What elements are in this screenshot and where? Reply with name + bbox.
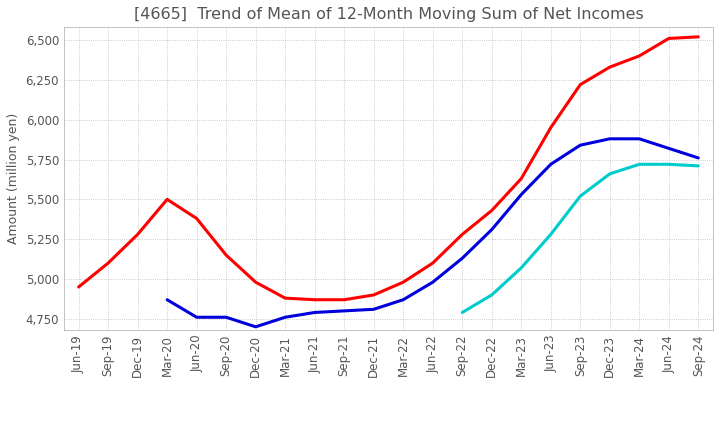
7 Years bbox=[665, 161, 673, 167]
3 Years bbox=[428, 260, 437, 266]
3 Years bbox=[517, 176, 526, 181]
Line: 3 Years: 3 Years bbox=[78, 37, 698, 300]
3 Years bbox=[546, 125, 555, 130]
3 Years bbox=[606, 65, 614, 70]
3 Years bbox=[694, 34, 703, 40]
5 Years bbox=[222, 315, 230, 320]
3 Years bbox=[74, 284, 83, 290]
3 Years bbox=[399, 279, 408, 285]
3 Years bbox=[222, 253, 230, 258]
7 Years bbox=[546, 232, 555, 237]
7 Years bbox=[487, 292, 496, 297]
3 Years bbox=[487, 208, 496, 213]
3 Years bbox=[665, 36, 673, 41]
Line: 7 Years: 7 Years bbox=[462, 164, 698, 312]
Line: 5 Years: 5 Years bbox=[167, 139, 698, 327]
5 Years bbox=[665, 146, 673, 151]
5 Years bbox=[428, 279, 437, 285]
5 Years bbox=[606, 136, 614, 141]
3 Years bbox=[281, 296, 289, 301]
5 Years bbox=[163, 297, 171, 302]
5 Years bbox=[192, 315, 201, 320]
7 Years bbox=[635, 161, 644, 167]
5 Years bbox=[487, 227, 496, 232]
3 Years bbox=[133, 232, 142, 237]
3 Years bbox=[104, 260, 112, 266]
3 Years bbox=[310, 297, 319, 302]
7 Years bbox=[517, 265, 526, 271]
5 Years bbox=[546, 161, 555, 167]
7 Years bbox=[576, 194, 585, 199]
3 Years bbox=[369, 292, 378, 297]
5 Years bbox=[458, 256, 467, 261]
3 Years bbox=[576, 82, 585, 87]
3 Years bbox=[340, 297, 348, 302]
3 Years bbox=[192, 216, 201, 221]
7 Years bbox=[606, 171, 614, 176]
5 Years bbox=[635, 136, 644, 141]
5 Years bbox=[576, 143, 585, 148]
5 Years bbox=[694, 155, 703, 161]
7 Years bbox=[694, 163, 703, 169]
5 Years bbox=[251, 324, 260, 330]
3 Years bbox=[635, 53, 644, 59]
5 Years bbox=[517, 192, 526, 197]
5 Years bbox=[399, 297, 408, 302]
3 Years bbox=[163, 197, 171, 202]
5 Years bbox=[340, 308, 348, 314]
5 Years bbox=[369, 307, 378, 312]
7 Years bbox=[458, 310, 467, 315]
Y-axis label: Amount (million yen): Amount (million yen) bbox=[7, 113, 20, 244]
Title: [4665]  Trend of Mean of 12-Month Moving Sum of Net Incomes: [4665] Trend of Mean of 12-Month Moving … bbox=[134, 7, 644, 22]
5 Years bbox=[310, 310, 319, 315]
3 Years bbox=[251, 279, 260, 285]
3 Years bbox=[458, 232, 467, 237]
5 Years bbox=[281, 315, 289, 320]
